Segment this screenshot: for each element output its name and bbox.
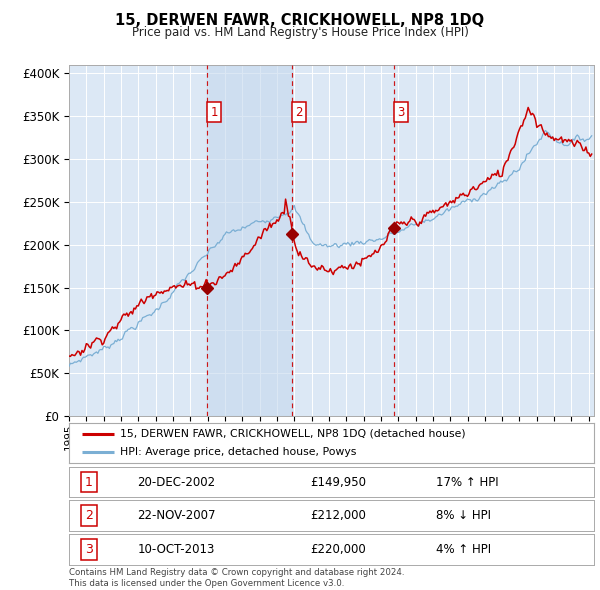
Text: 15, DERWEN FAWR, CRICKHOWELL, NP8 1DQ (detached house): 15, DERWEN FAWR, CRICKHOWELL, NP8 1DQ (d… [121, 429, 466, 439]
Text: 3: 3 [398, 106, 405, 119]
Text: 2: 2 [85, 509, 93, 522]
Text: HPI: Average price, detached house, Powys: HPI: Average price, detached house, Powy… [121, 447, 357, 457]
Text: 15, DERWEN FAWR, CRICKHOWELL, NP8 1DQ: 15, DERWEN FAWR, CRICKHOWELL, NP8 1DQ [115, 13, 485, 28]
Text: £220,000: £220,000 [311, 543, 366, 556]
Text: £149,950: £149,950 [311, 476, 367, 489]
Bar [207, 65, 292, 416]
Text: Price paid vs. HM Land Registry's House Price Index (HPI): Price paid vs. HM Land Registry's House … [131, 26, 469, 39]
Text: 8% ↓ HPI: 8% ↓ HPI [437, 509, 491, 522]
Text: £212,000: £212,000 [311, 509, 367, 522]
Text: 17% ↑ HPI: 17% ↑ HPI [437, 476, 499, 489]
Text: 3: 3 [85, 543, 93, 556]
Text: 1: 1 [210, 106, 218, 119]
Text: 4% ↑ HPI: 4% ↑ HPI [437, 543, 491, 556]
Text: Contains HM Land Registry data © Crown copyright and database right 2024.
This d: Contains HM Land Registry data © Crown c… [69, 568, 404, 588]
Text: 1: 1 [85, 476, 93, 489]
Text: 2: 2 [295, 106, 303, 119]
Text: 10-OCT-2013: 10-OCT-2013 [137, 543, 215, 556]
Text: 22-NOV-2007: 22-NOV-2007 [137, 509, 216, 522]
Text: 20-DEC-2002: 20-DEC-2002 [137, 476, 215, 489]
